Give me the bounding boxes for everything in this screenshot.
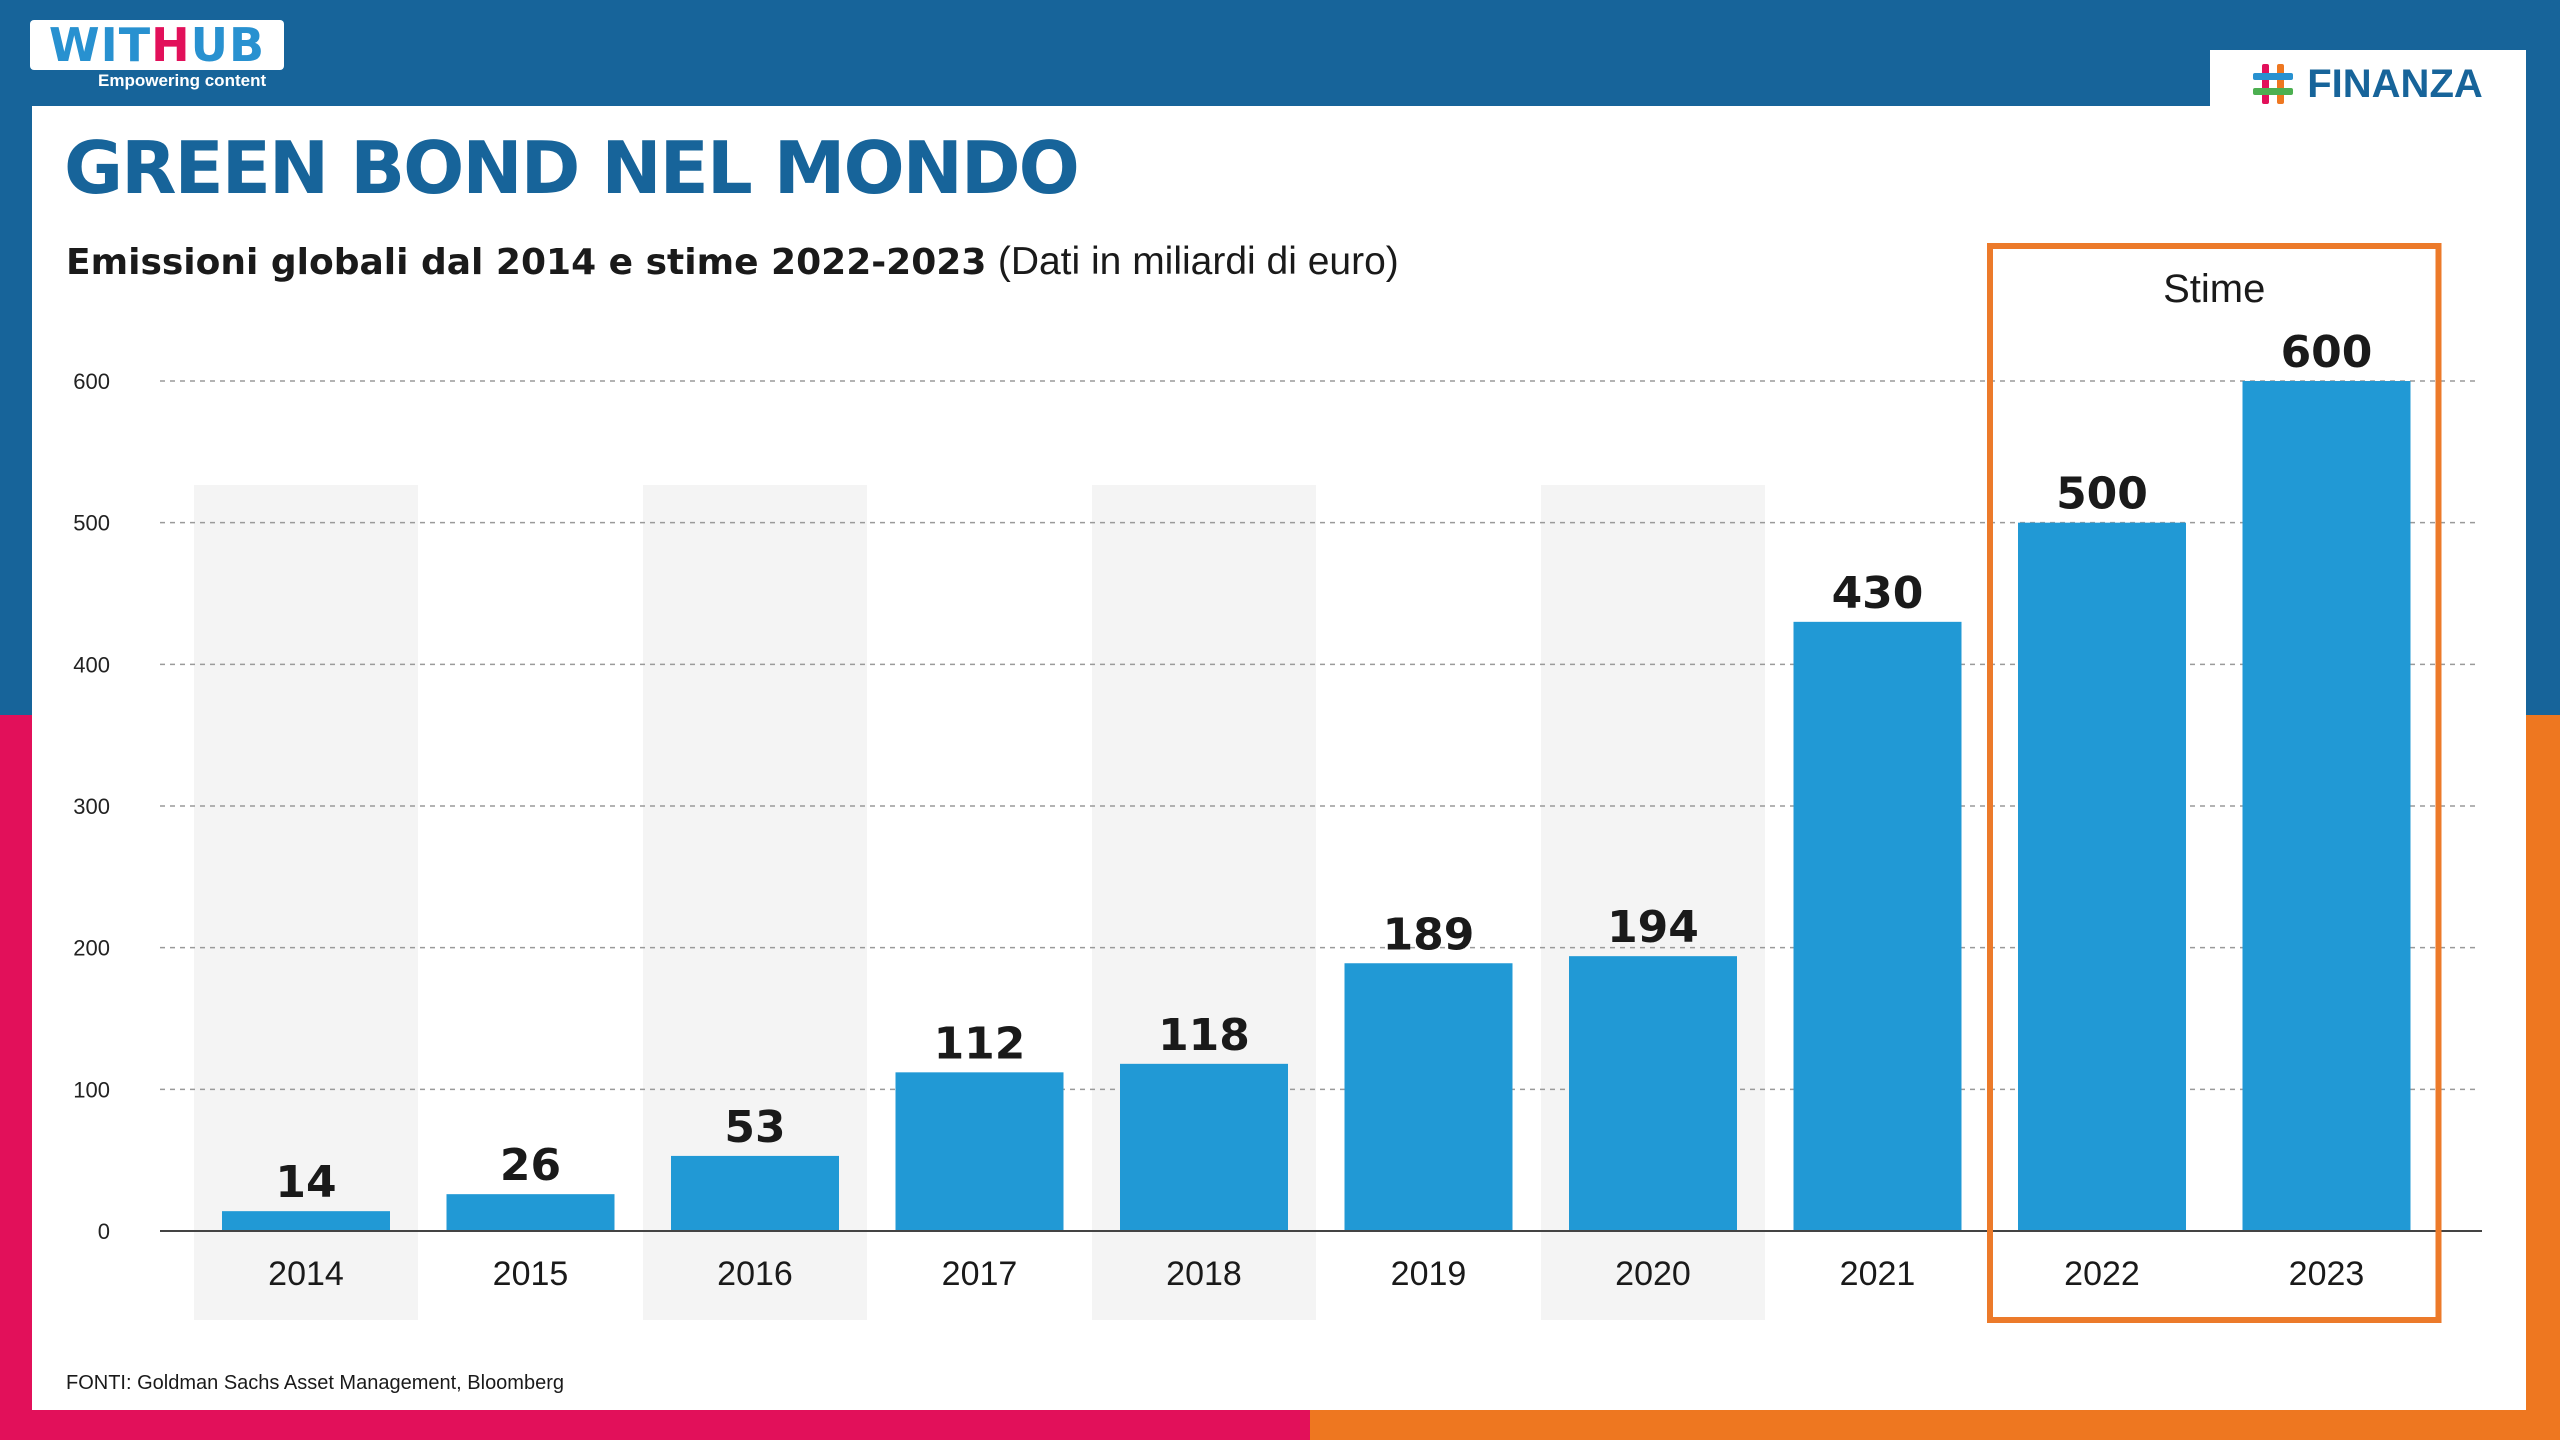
finanza-label: FINANZA [2307,61,2483,106]
data-label: 430 [1832,568,1924,619]
bar [222,1211,390,1231]
frame-right-band [2526,715,2560,1440]
x-tick-label: 2019 [1391,1255,1467,1293]
y-tick-label: 400 [73,652,110,677]
source-note: FONTI: Goldman Sachs Asset Management, B… [66,1372,564,1394]
page-title: GREEN BOND NEL MONDO [64,126,1080,210]
y-tick-label: 200 [73,936,110,961]
data-label: 194 [1607,902,1699,953]
bar [2018,522,2186,1231]
estimates-label: Stime [2163,267,2265,311]
withhub-logo[interactable]: WITHUB [30,20,284,70]
y-tick-label: 500 [73,511,110,536]
x-tick-label: 2017 [942,1255,1018,1293]
hash-icon [2253,64,2294,104]
data-label: 600 [2281,327,2373,378]
subtitle-units: (Dati in miliardi di euro) [997,240,1399,283]
data-label: 53 [724,1102,785,1153]
x-tick-label: 2021 [1840,1255,1916,1293]
data-label: 500 [2056,469,2148,520]
subtitle-bold: Emissioni globali dal 2014 e stime 2022-… [66,242,987,283]
bar [2242,381,2411,1231]
bar [895,1072,1064,1231]
frame-bottom-right-band [1310,1410,2560,1440]
y-tick-label: 0 [98,1219,110,1244]
logo-tagline: Empowering content [98,71,267,90]
y-tick-label: 600 [73,369,110,394]
bar [1793,621,1962,1231]
x-tick-label: 2022 [2064,1255,2140,1293]
estimates-highlight-box [1987,243,2442,1323]
bar [446,1194,615,1231]
data-label: 189 [1383,909,1475,960]
data-label: 26 [500,1140,561,1191]
x-tick-label: 2023 [2289,1255,2365,1293]
frame-bottom-left-band [0,1410,1310,1440]
frame-left-band [0,715,32,1440]
bar [1120,1063,1288,1231]
chart-subtitle: Emissioni globali dal 2014 e stime 2022-… [66,240,1399,284]
y-tick-label: 100 [73,1077,110,1102]
bar [1344,963,1513,1231]
data-label: 14 [275,1157,336,1208]
finanza-badge[interactable]: FINANZA [2210,50,2526,118]
bar [671,1155,839,1231]
data-label: 118 [1158,1010,1250,1061]
x-tick-label: 2018 [1166,1255,1242,1293]
bar [1569,956,1737,1231]
y-tick-label: 300 [73,794,110,819]
background-stripe [194,485,418,1320]
x-tick-label: 2014 [268,1255,344,1293]
x-tick-label: 2016 [717,1255,793,1293]
data-label: 112 [934,1018,1026,1069]
x-tick-label: 2020 [1615,1255,1691,1293]
x-tick-label: 2015 [493,1255,569,1293]
logo-wordmark: WITHUB [48,18,266,72]
